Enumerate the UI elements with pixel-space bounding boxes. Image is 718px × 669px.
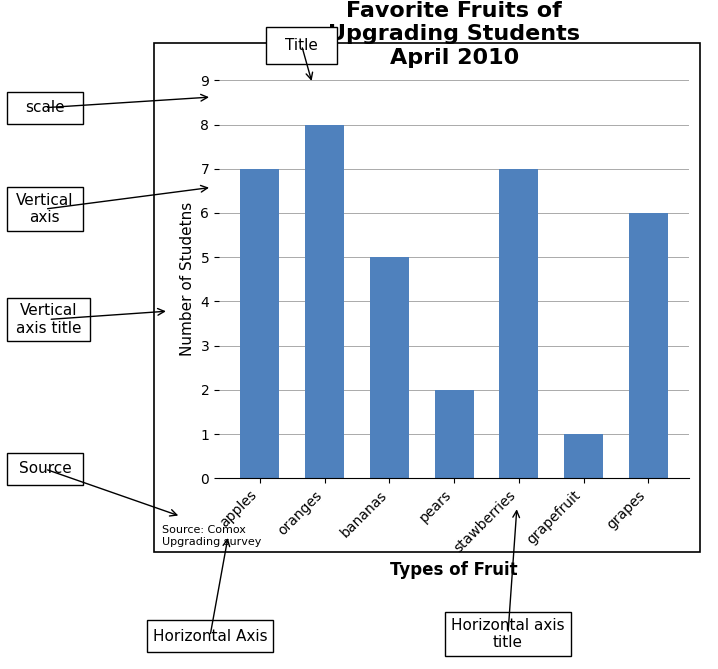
Y-axis label: Number of Studetns: Number of Studetns [180, 202, 195, 357]
Text: Horizontal axis
title: Horizontal axis title [451, 617, 565, 650]
Bar [500, 169, 538, 478]
Text: Vertical
axis: Vertical axis [16, 193, 74, 225]
Bar [629, 213, 668, 478]
Bar [434, 390, 474, 478]
Bar [241, 169, 279, 478]
Bar [305, 124, 344, 478]
Text: Source: Source [19, 462, 71, 476]
Bar [564, 434, 603, 478]
X-axis label: Types of Fruit: Types of Fruit [391, 561, 518, 579]
Text: Vertical
axis title: Vertical axis title [16, 303, 81, 336]
Text: Source: Comox
Upgrading survey: Source: Comox Upgrading survey [162, 525, 261, 547]
Text: Title: Title [285, 37, 318, 53]
Bar [370, 257, 409, 478]
Text: scale: scale [25, 100, 65, 115]
Text: Horizontal Axis: Horizontal Axis [153, 629, 267, 644]
Title: Favorite Fruits of
Upgrading Students
April 2010: Favorite Fruits of Upgrading Students Ap… [328, 1, 580, 68]
